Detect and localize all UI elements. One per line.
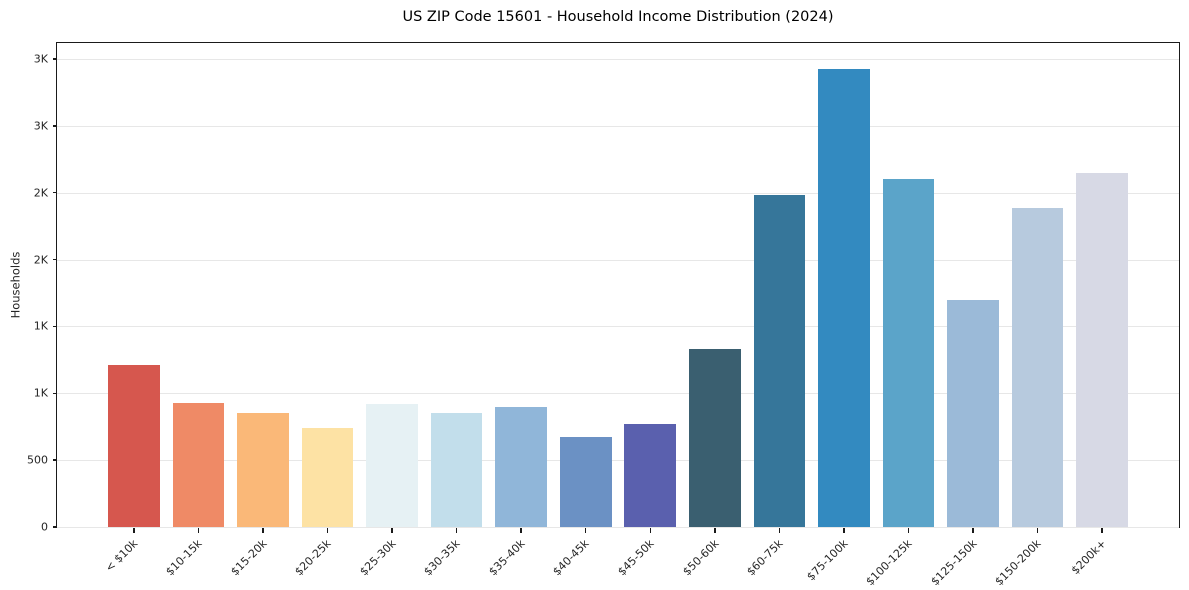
bar-15-20k — [237, 413, 289, 527]
x-tick-mark — [520, 528, 522, 533]
y-tick-label: 1K — [33, 319, 48, 333]
bar-45-50k — [624, 424, 677, 527]
y-tick-label: 3K — [33, 119, 48, 133]
y-tick-mark — [52, 125, 57, 127]
x-tick-label: $75-100k — [803, 537, 851, 584]
x-tick-mark — [907, 528, 910, 533]
y-tick-label: 2K — [33, 186, 48, 200]
x-tick-label: $40-45k — [550, 537, 592, 579]
x-tick-mark — [197, 528, 200, 533]
x-tick-mark — [326, 528, 329, 533]
x-tick-label: $20-25k — [292, 537, 334, 579]
y-tick-mark — [52, 392, 57, 394]
x-tick-mark — [585, 528, 587, 533]
x-tick-mark — [972, 528, 974, 533]
y-tick-mark — [52, 526, 57, 528]
bar-200k — [1076, 172, 1128, 527]
x-tick-label: $30-35k — [421, 537, 463, 579]
y-tick-label: 1K — [33, 386, 48, 400]
y-gridline — [57, 125, 1179, 127]
y-gridline — [57, 460, 1179, 462]
y-gridline — [57, 393, 1179, 395]
y-tick-mark — [52, 58, 57, 60]
bar-50-60k — [689, 349, 741, 527]
bar-20-25k — [301, 428, 354, 527]
x-tick-label: $60-75k — [744, 537, 786, 579]
y-gridline — [57, 326, 1179, 328]
y-gridline — [57, 192, 1179, 194]
x-tick-mark — [778, 528, 781, 533]
y-gridline — [57, 527, 1179, 528]
bar-150-200k — [1011, 208, 1064, 527]
x-tick-mark — [1101, 528, 1103, 533]
bar-100-125k — [882, 179, 935, 527]
y-tick-mark — [52, 459, 57, 461]
x-tick-mark — [391, 528, 393, 533]
x-tick-mark — [649, 528, 651, 533]
x-tick-label: $125-150k — [928, 537, 980, 589]
x-tick-label: < $10k — [102, 537, 141, 575]
x-tick-mark — [1036, 528, 1039, 533]
x-tick-label: $35-40k — [486, 537, 528, 579]
bar-60-75k — [753, 195, 806, 527]
y-gridline — [57, 59, 1179, 61]
x-tick-label: $150-200k — [992, 537, 1044, 589]
bar-40-45k — [559, 437, 612, 527]
y-gridline — [57, 259, 1179, 261]
y-tick-label: 2K — [33, 253, 48, 267]
y-tick-label: 0 — [41, 520, 48, 534]
x-tick-label: $100-125k — [863, 537, 915, 589]
bar-10-15k — [172, 402, 225, 527]
x-tick-mark — [455, 528, 458, 533]
bar-125-150k — [947, 299, 999, 527]
x-tick-mark — [133, 528, 135, 533]
chart-title: US ZIP Code 15601 - Household Income Dis… — [402, 9, 834, 25]
y-tick-mark — [52, 325, 57, 328]
x-tick-mark — [843, 528, 845, 533]
x-tick-label: $200k+ — [1068, 537, 1109, 578]
y-tick-mark — [52, 258, 57, 261]
bar-10k — [108, 364, 160, 527]
x-tick-label: $50-60k — [679, 537, 722, 579]
x-tick-label: $10-15k — [163, 537, 205, 579]
x-tick-mark — [714, 528, 716, 533]
x-tick-mark — [262, 528, 264, 533]
bar-30-35k — [430, 412, 483, 527]
x-tick-label: $15-20k — [227, 537, 270, 579]
x-tick-label: $25-30k — [356, 537, 399, 579]
y-tick-mark — [52, 192, 57, 194]
bar-25-30k — [366, 403, 418, 527]
bar-75-100k — [818, 69, 870, 527]
y-tick-label: 500 — [27, 453, 48, 467]
x-tick-label: $45-50k — [615, 537, 657, 579]
bar-35-40k — [495, 407, 547, 527]
y-tick-label: 3K — [33, 52, 48, 66]
